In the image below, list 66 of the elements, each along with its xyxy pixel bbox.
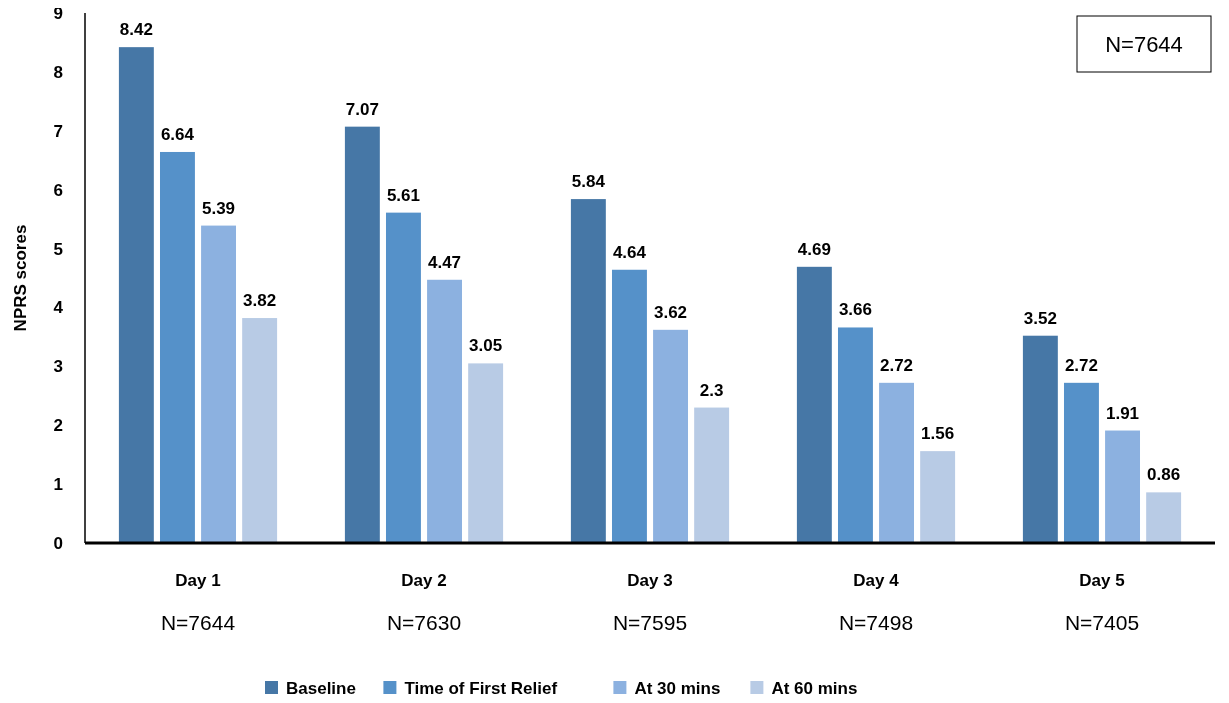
text: N=7498 (838, 611, 914, 634)
y-tick-label: 6 (53, 180, 63, 200)
bar (344, 126, 380, 543)
bar (1063, 382, 1099, 543)
data-label: 0.86 (1147, 465, 1181, 485)
y-tick-label: 0 (53, 533, 63, 553)
y-tick-label: 9 (53, 3, 63, 23)
bar (653, 329, 689, 543)
x-tick-label: Day 5 (1079, 571, 1125, 590)
text: N=7405 (1064, 611, 1140, 634)
bar (796, 266, 832, 543)
bar (611, 269, 647, 543)
y-axis-title: NPRS scores (11, 224, 30, 332)
bar (385, 212, 421, 543)
data-label: 4.69 (797, 239, 831, 259)
bar (837, 327, 873, 543)
y-tick-label: 1 (53, 475, 63, 495)
legend-label: At 30 mins (634, 678, 721, 698)
bar (1105, 430, 1141, 543)
data-label: 6.64 (160, 124, 195, 144)
data-label: 5.61 (386, 185, 420, 205)
x-tick-label: Day 1 (175, 571, 221, 590)
data-label: 3.62 (654, 302, 688, 322)
bar (694, 407, 730, 543)
bar (879, 382, 915, 543)
legend-label: Baseline (286, 678, 356, 698)
text: N=7630 (386, 611, 462, 634)
data-label: 3.05 (469, 336, 503, 356)
bar (427, 279, 463, 543)
data-label: 5.84 (571, 172, 606, 192)
y-tick-label: 2 (53, 416, 63, 436)
y-tick-label: 8 (53, 62, 63, 82)
bar (920, 451, 956, 543)
y-tick-label: 7 (53, 121, 63, 141)
y-tick-label: 4 (53, 298, 64, 318)
data-label: 3.52 (1023, 308, 1057, 328)
bar (468, 363, 504, 543)
bar (1146, 492, 1182, 543)
x-tick-label: Day 2 (401, 571, 447, 590)
data-label: 5.39 (202, 198, 236, 218)
data-label: 4.64 (612, 242, 647, 262)
data-label: 4.47 (428, 252, 462, 272)
data-label: 2.3 (699, 380, 724, 400)
annotation: N=7644 (1105, 31, 1183, 57)
y-tick-label: 3 (53, 357, 63, 377)
text: N=7595 (612, 611, 688, 634)
x-tick-label: Day 4 (853, 571, 900, 590)
data-label: 2.72 (1064, 355, 1098, 375)
y-tick-label: 5 (53, 239, 63, 259)
legend-label: Time of First Relief (404, 678, 558, 698)
legend-label: At 60 mins (771, 678, 858, 698)
data-label: 3.82 (243, 291, 277, 311)
data-label: 1.56 (921, 424, 955, 444)
bar (118, 47, 154, 543)
data-label: 2.72 (880, 355, 914, 375)
data-label: 8.42 (119, 20, 153, 40)
text: N=7644 (160, 611, 236, 634)
bar (159, 151, 195, 543)
bar (570, 199, 606, 543)
x-tick-label: Day 3 (627, 571, 673, 590)
bar (201, 225, 237, 543)
data-label: 7.07 (345, 99, 379, 119)
bar (1022, 335, 1058, 543)
data-label: 1.91 (1106, 403, 1140, 423)
bar (242, 318, 278, 543)
data-label: 3.66 (838, 300, 872, 320)
